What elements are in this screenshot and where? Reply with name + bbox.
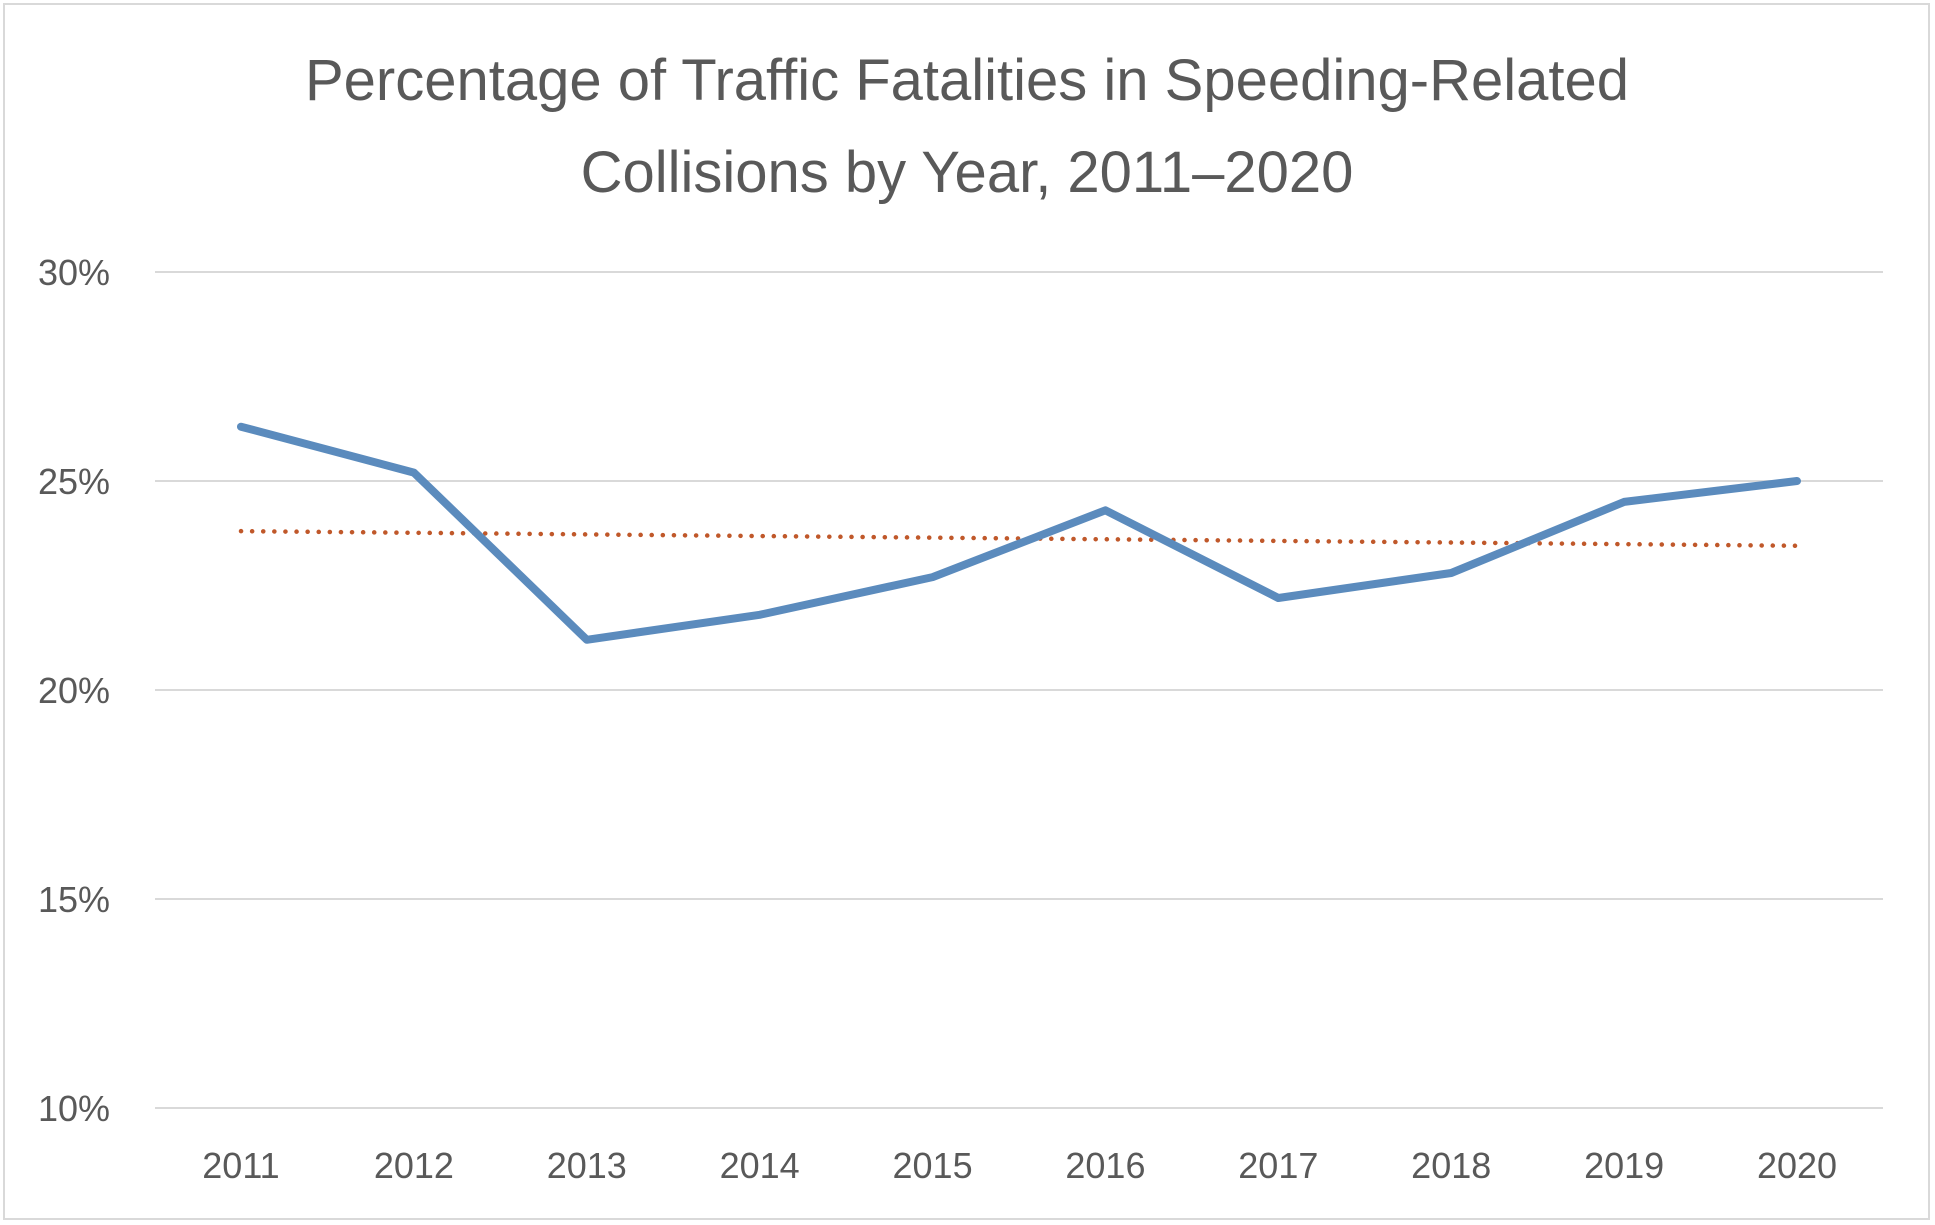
y-axis-tick-labels: 10% 15% 20% 25% 30% <box>38 252 110 1129</box>
x-tick-label-2017: 2017 <box>1238 1145 1318 1186</box>
chart-title-line-1: Percentage of Traffic Fatalities in Spee… <box>305 48 1629 113</box>
x-tick-label-2019: 2019 <box>1584 1145 1664 1186</box>
trendline-group <box>238 528 1800 549</box>
x-axis-tick-labels: 2011 2012 2013 2014 2015 2016 2017 2018 2019 2020 <box>202 1145 1837 1186</box>
x-tick-label-2014: 2014 <box>720 1145 800 1186</box>
trendline <box>238 528 1800 549</box>
x-tick-label-2020: 2020 <box>1757 1145 1837 1186</box>
y-tick-label-20: 20% <box>38 670 110 711</box>
y-tick-label-15: 15% <box>38 879 110 920</box>
x-tick-label-2015: 2015 <box>893 1145 973 1186</box>
chart-title: Percentage of Traffic Fatalities in Spee… <box>305 48 1629 205</box>
series-line-0 <box>237 422 1801 644</box>
y-tick-label-25: 25% <box>38 461 110 502</box>
chart-frame <box>3 3 1930 1220</box>
series-group <box>237 422 1801 644</box>
y-tick-label-30: 30% <box>38 252 110 293</box>
x-tick-label-2018: 2018 <box>1411 1145 1491 1186</box>
x-tick-label-2011: 2011 <box>202 1145 279 1186</box>
x-tick-label-2013: 2013 <box>547 1145 627 1186</box>
x-tick-label-2012: 2012 <box>374 1145 454 1186</box>
y-tick-label-10: 10% <box>38 1088 110 1129</box>
gridlines <box>155 271 1883 1109</box>
chart-title-line-2: Collisions by Year, 2011–2020 <box>581 140 1354 205</box>
x-tick-label-2016: 2016 <box>1065 1145 1145 1186</box>
